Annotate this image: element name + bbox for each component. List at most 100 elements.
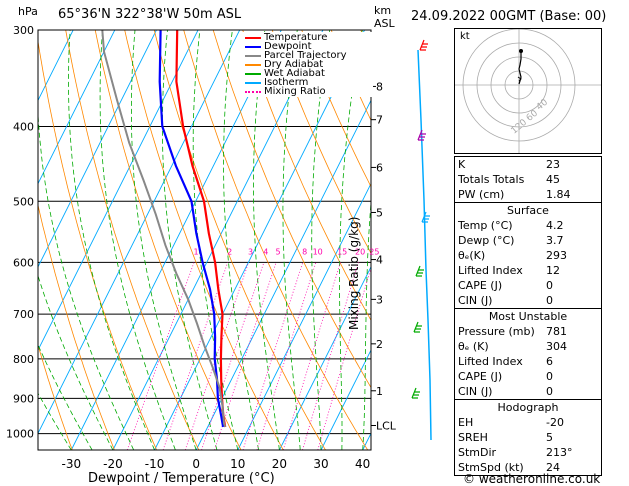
isotherm (112, 30, 324, 450)
wind-barb-icon (421, 211, 430, 223)
x-tick-label: 30 (313, 457, 328, 471)
surface-row: Dewp (°C) 3.7 (458, 234, 564, 247)
mixing-ratio-label: 5 (275, 248, 280, 257)
wet-adiabat (282, 30, 301, 450)
hodograph: kt 40 60 120 (454, 28, 602, 154)
legend-item: Isotherm (245, 77, 371, 88)
pressure-tick-label: 300 (13, 24, 34, 37)
x-tick-label: 0 (192, 457, 200, 471)
wet-adiabat (130, 30, 197, 450)
mixing-ratio-label: 20 (355, 248, 365, 257)
pressure-tick-label: 500 (13, 195, 34, 208)
legend-item: Temperature (245, 32, 371, 43)
x-tick-label: -10 (145, 457, 165, 471)
isotherm (237, 182, 371, 450)
pressure-tick-label: 900 (13, 392, 34, 405)
wind-barb-icon (419, 39, 428, 51)
legend-item: Dewpoint (245, 42, 371, 52)
isotherm (38, 30, 241, 435)
legend-swatch (245, 54, 261, 57)
wet-adiabat (339, 30, 363, 450)
legend-label: Mixing Ratio (264, 86, 326, 97)
km-tick-label: 3 (376, 293, 383, 306)
isotherm (320, 349, 371, 450)
isotherm (38, 30, 157, 268)
legend: Temperature Dewpoint Parcel Trajectory Dry … (243, 32, 373, 97)
km-tick-label: 4 (376, 254, 383, 267)
mu-row: Pressure (mb) 781 (458, 325, 567, 338)
series-line-temperature (175, 30, 227, 428)
mixing-ratio-line (256, 262, 317, 450)
surface-row: θₑ(K) 293 (458, 249, 567, 262)
wind-barb-icon (411, 387, 420, 399)
hodo-row: StmSpd (kt) 24 (458, 461, 560, 474)
mixing-ratio-line (317, 266, 371, 450)
series-line-parcel-trajectory (101, 30, 227, 428)
mu-row: CAPE (J) 0 (458, 370, 553, 383)
hodo-row: StmDir 213° (458, 446, 573, 459)
x-axis-label: Dewpoint / Temperature (°C) (88, 471, 275, 486)
surface-row: CIN (J) 0 (458, 294, 553, 307)
hpa-label: hPa (18, 5, 38, 18)
legend-swatch (245, 90, 261, 93)
footer-credit[interactable]: © weatheronline.co.uk (463, 472, 601, 486)
hodograph-unit-label: kt (460, 31, 470, 42)
plot-frame (37, 29, 372, 451)
legend-item: Parcel Trajectory (245, 50, 371, 61)
x-tick-label: -30 (61, 457, 81, 471)
wet-adiabat (253, 30, 280, 450)
location-title: 65°36'N 322°38'W 50m ASL (58, 7, 242, 22)
mixing-ratio-label: 8 (302, 248, 307, 257)
mixing-ratio-line (242, 262, 304, 450)
wet-adiabat (192, 30, 239, 450)
surface-title: Surface (455, 202, 601, 218)
dry-adiabat (38, 343, 73, 450)
data-lines (101, 30, 227, 428)
isotherm (195, 99, 371, 450)
wet-adiabat (99, 30, 176, 450)
mu-row: CIN (J) 0 (458, 385, 553, 398)
x-tick-label: 20 (272, 457, 287, 471)
wind-profile-line (417, 49, 432, 441)
legend-swatch (245, 81, 261, 84)
legend-label: Dry Adiabat (264, 59, 324, 70)
isotherm (38, 30, 116, 185)
mixing-ratio-label: 15 (337, 248, 347, 257)
surface-row: CAPE (J) 0 (458, 279, 553, 292)
surface-row: Lifted Index 12 (458, 264, 560, 277)
legend-item: Dry Adiabat (245, 59, 371, 70)
mixing-ratio-label: 4 (263, 248, 268, 257)
mixing-ratio-line (162, 262, 229, 450)
dry-adiabat (212, 30, 371, 389)
series-line-dewpoint (158, 30, 225, 428)
legend-label: Temperature (264, 32, 328, 43)
dry-adiabat (242, 30, 371, 321)
km-tick-label: 1 (376, 385, 383, 398)
isotherm (0, 30, 32, 450)
x-tick-label: 40 (355, 457, 370, 471)
wet-adiabat (38, 392, 72, 450)
legend-label: Wet Adiabat (264, 68, 325, 79)
mixing-ratio-label: 1 (194, 248, 199, 257)
wet-adiabat (38, 343, 93, 450)
dry-adiabat (38, 39, 157, 450)
hodograph-table-title: Hodograph (455, 399, 601, 415)
hodo-row: SREH 5 (458, 431, 553, 444)
pressure-tick-label: 600 (13, 256, 34, 269)
isotherm (279, 265, 371, 450)
indices-table: K 23 Totals Totals 45 PW (cm) 1.84 Surface … (454, 156, 602, 476)
wet-adiabat (223, 30, 259, 450)
legend-label: Parcel Trajectory (264, 50, 347, 61)
isotherm (38, 30, 199, 352)
grid-lines (0, 30, 371, 450)
pressure-tick-label: 1000 (6, 428, 34, 441)
index-row-pw: PW (cm) 1.84 (458, 188, 571, 201)
mixing-ratio-label: 3 (248, 248, 253, 257)
dry-adiabat (0, 30, 30, 450)
legend-label: Isotherm (264, 77, 309, 88)
index-row-k: K 23 (458, 158, 560, 171)
hodo-row: EH -20 (458, 416, 564, 429)
legend-item: Wet Adiabat (245, 68, 371, 79)
legend-swatch (245, 63, 261, 66)
